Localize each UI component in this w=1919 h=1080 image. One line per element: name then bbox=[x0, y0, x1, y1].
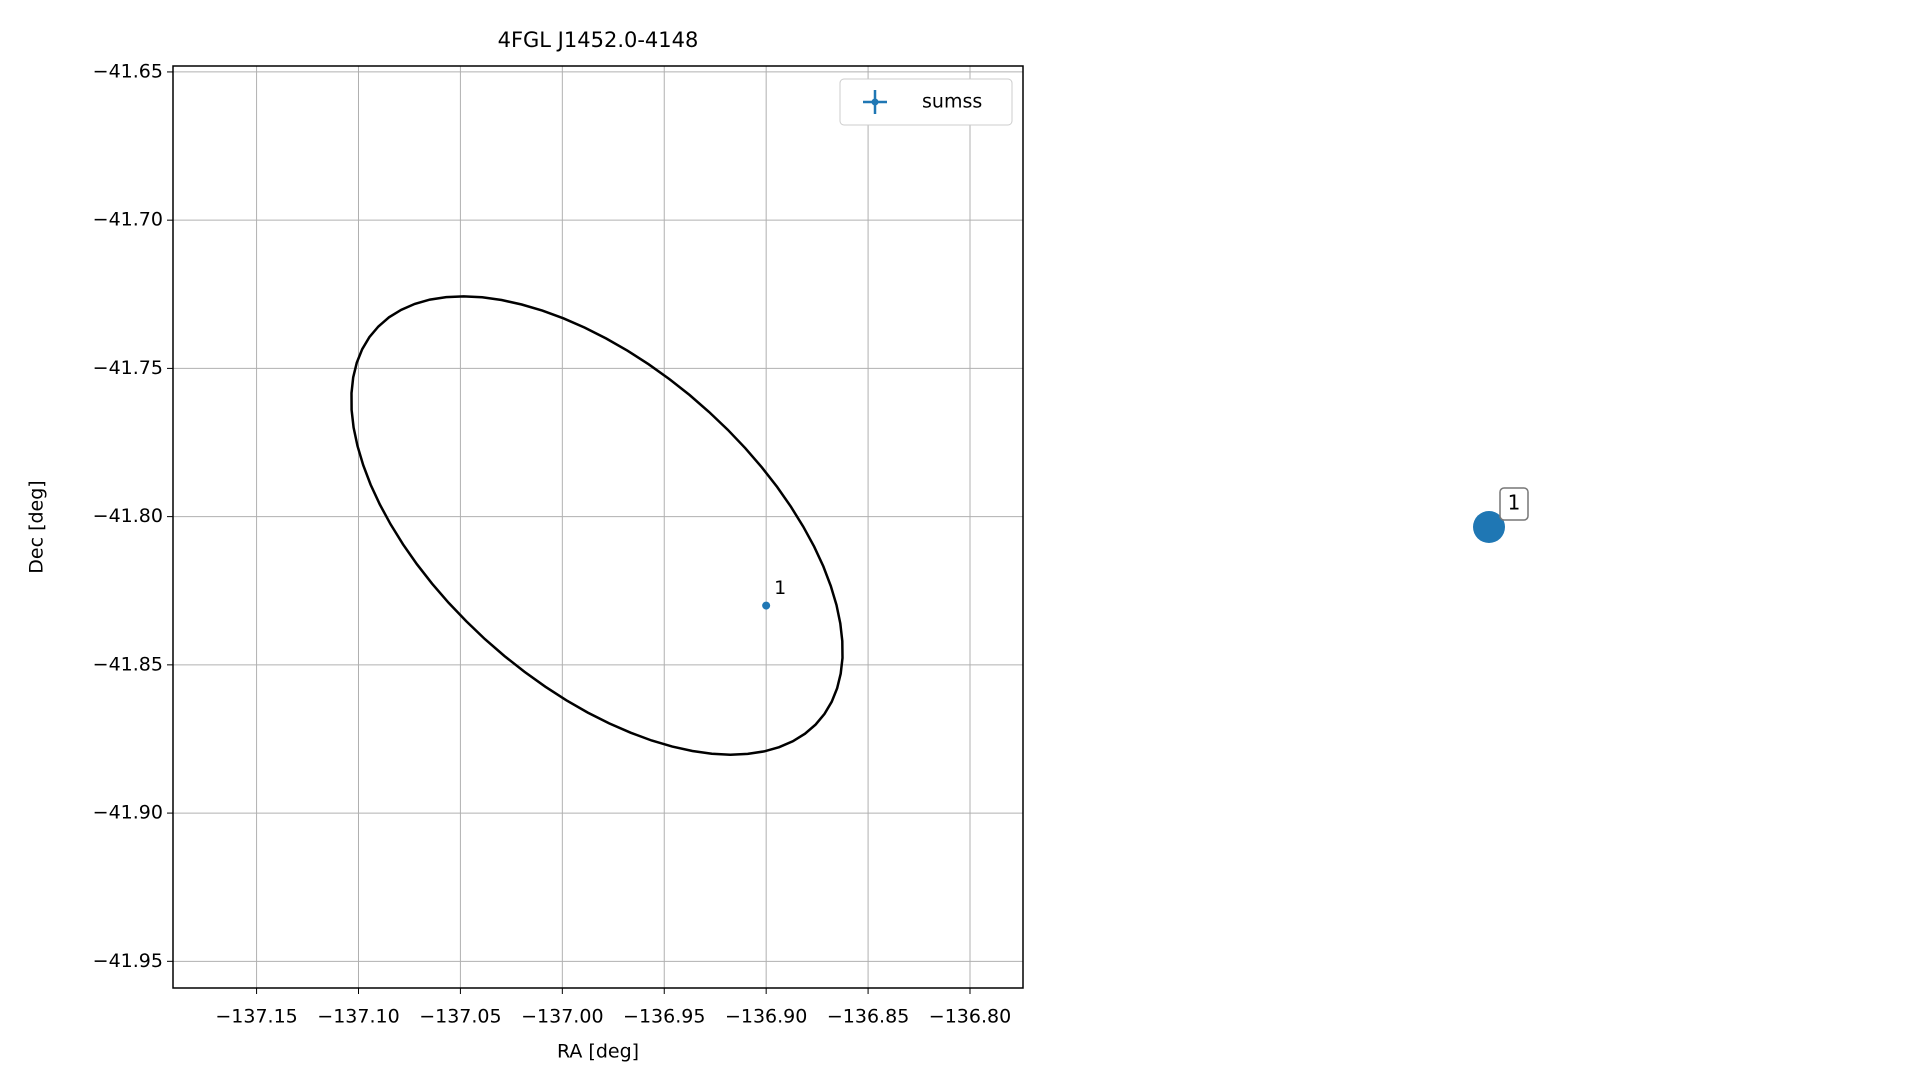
source-point bbox=[762, 601, 771, 610]
y-tick-label: −41.90 bbox=[93, 802, 163, 824]
side-label-box bbox=[1499, 487, 1529, 521]
legend-label: sumss bbox=[922, 91, 982, 113]
side-label: 1 bbox=[1508, 491, 1521, 515]
x-tick-label: −137.15 bbox=[215, 1006, 297, 1028]
x-tick-label: −136.80 bbox=[929, 1006, 1011, 1028]
error-ellipse bbox=[350, 295, 844, 756]
y-tick-label: −41.70 bbox=[93, 209, 163, 231]
legend-marker bbox=[871, 98, 879, 106]
y-axis-label: Dec [deg] bbox=[26, 480, 48, 573]
y-tick-label: −41.75 bbox=[93, 357, 163, 379]
x-tick-label: −137.10 bbox=[317, 1006, 399, 1028]
side-panel: 1 bbox=[1473, 487, 1529, 543]
x-axis-label: RA [deg] bbox=[557, 1041, 639, 1063]
x-tick-label: −137.00 bbox=[521, 1006, 603, 1028]
y-tick-label: −41.85 bbox=[93, 653, 163, 675]
x-tick-label: −136.85 bbox=[827, 1006, 909, 1028]
side-marker bbox=[1473, 511, 1505, 543]
point-label: 1 bbox=[774, 577, 786, 599]
plot-area: −137.15 −137.10 −137.05 −137.00 −136.95 −136.… bbox=[93, 60, 1024, 1028]
x-tick-label: −137.05 bbox=[419, 1006, 501, 1028]
y-tick-label: −41.65 bbox=[93, 60, 163, 82]
chart-title: 4FGL J1452.0-4148 bbox=[498, 28, 699, 52]
y-tick-label: −41.80 bbox=[93, 505, 163, 527]
axes-frame bbox=[172, 65, 1024, 989]
y-tick-label: −41.95 bbox=[93, 950, 163, 972]
legend-box bbox=[839, 78, 1013, 126]
x-tick-label: −136.90 bbox=[725, 1006, 807, 1028]
x-tick-label: −136.95 bbox=[623, 1006, 705, 1028]
